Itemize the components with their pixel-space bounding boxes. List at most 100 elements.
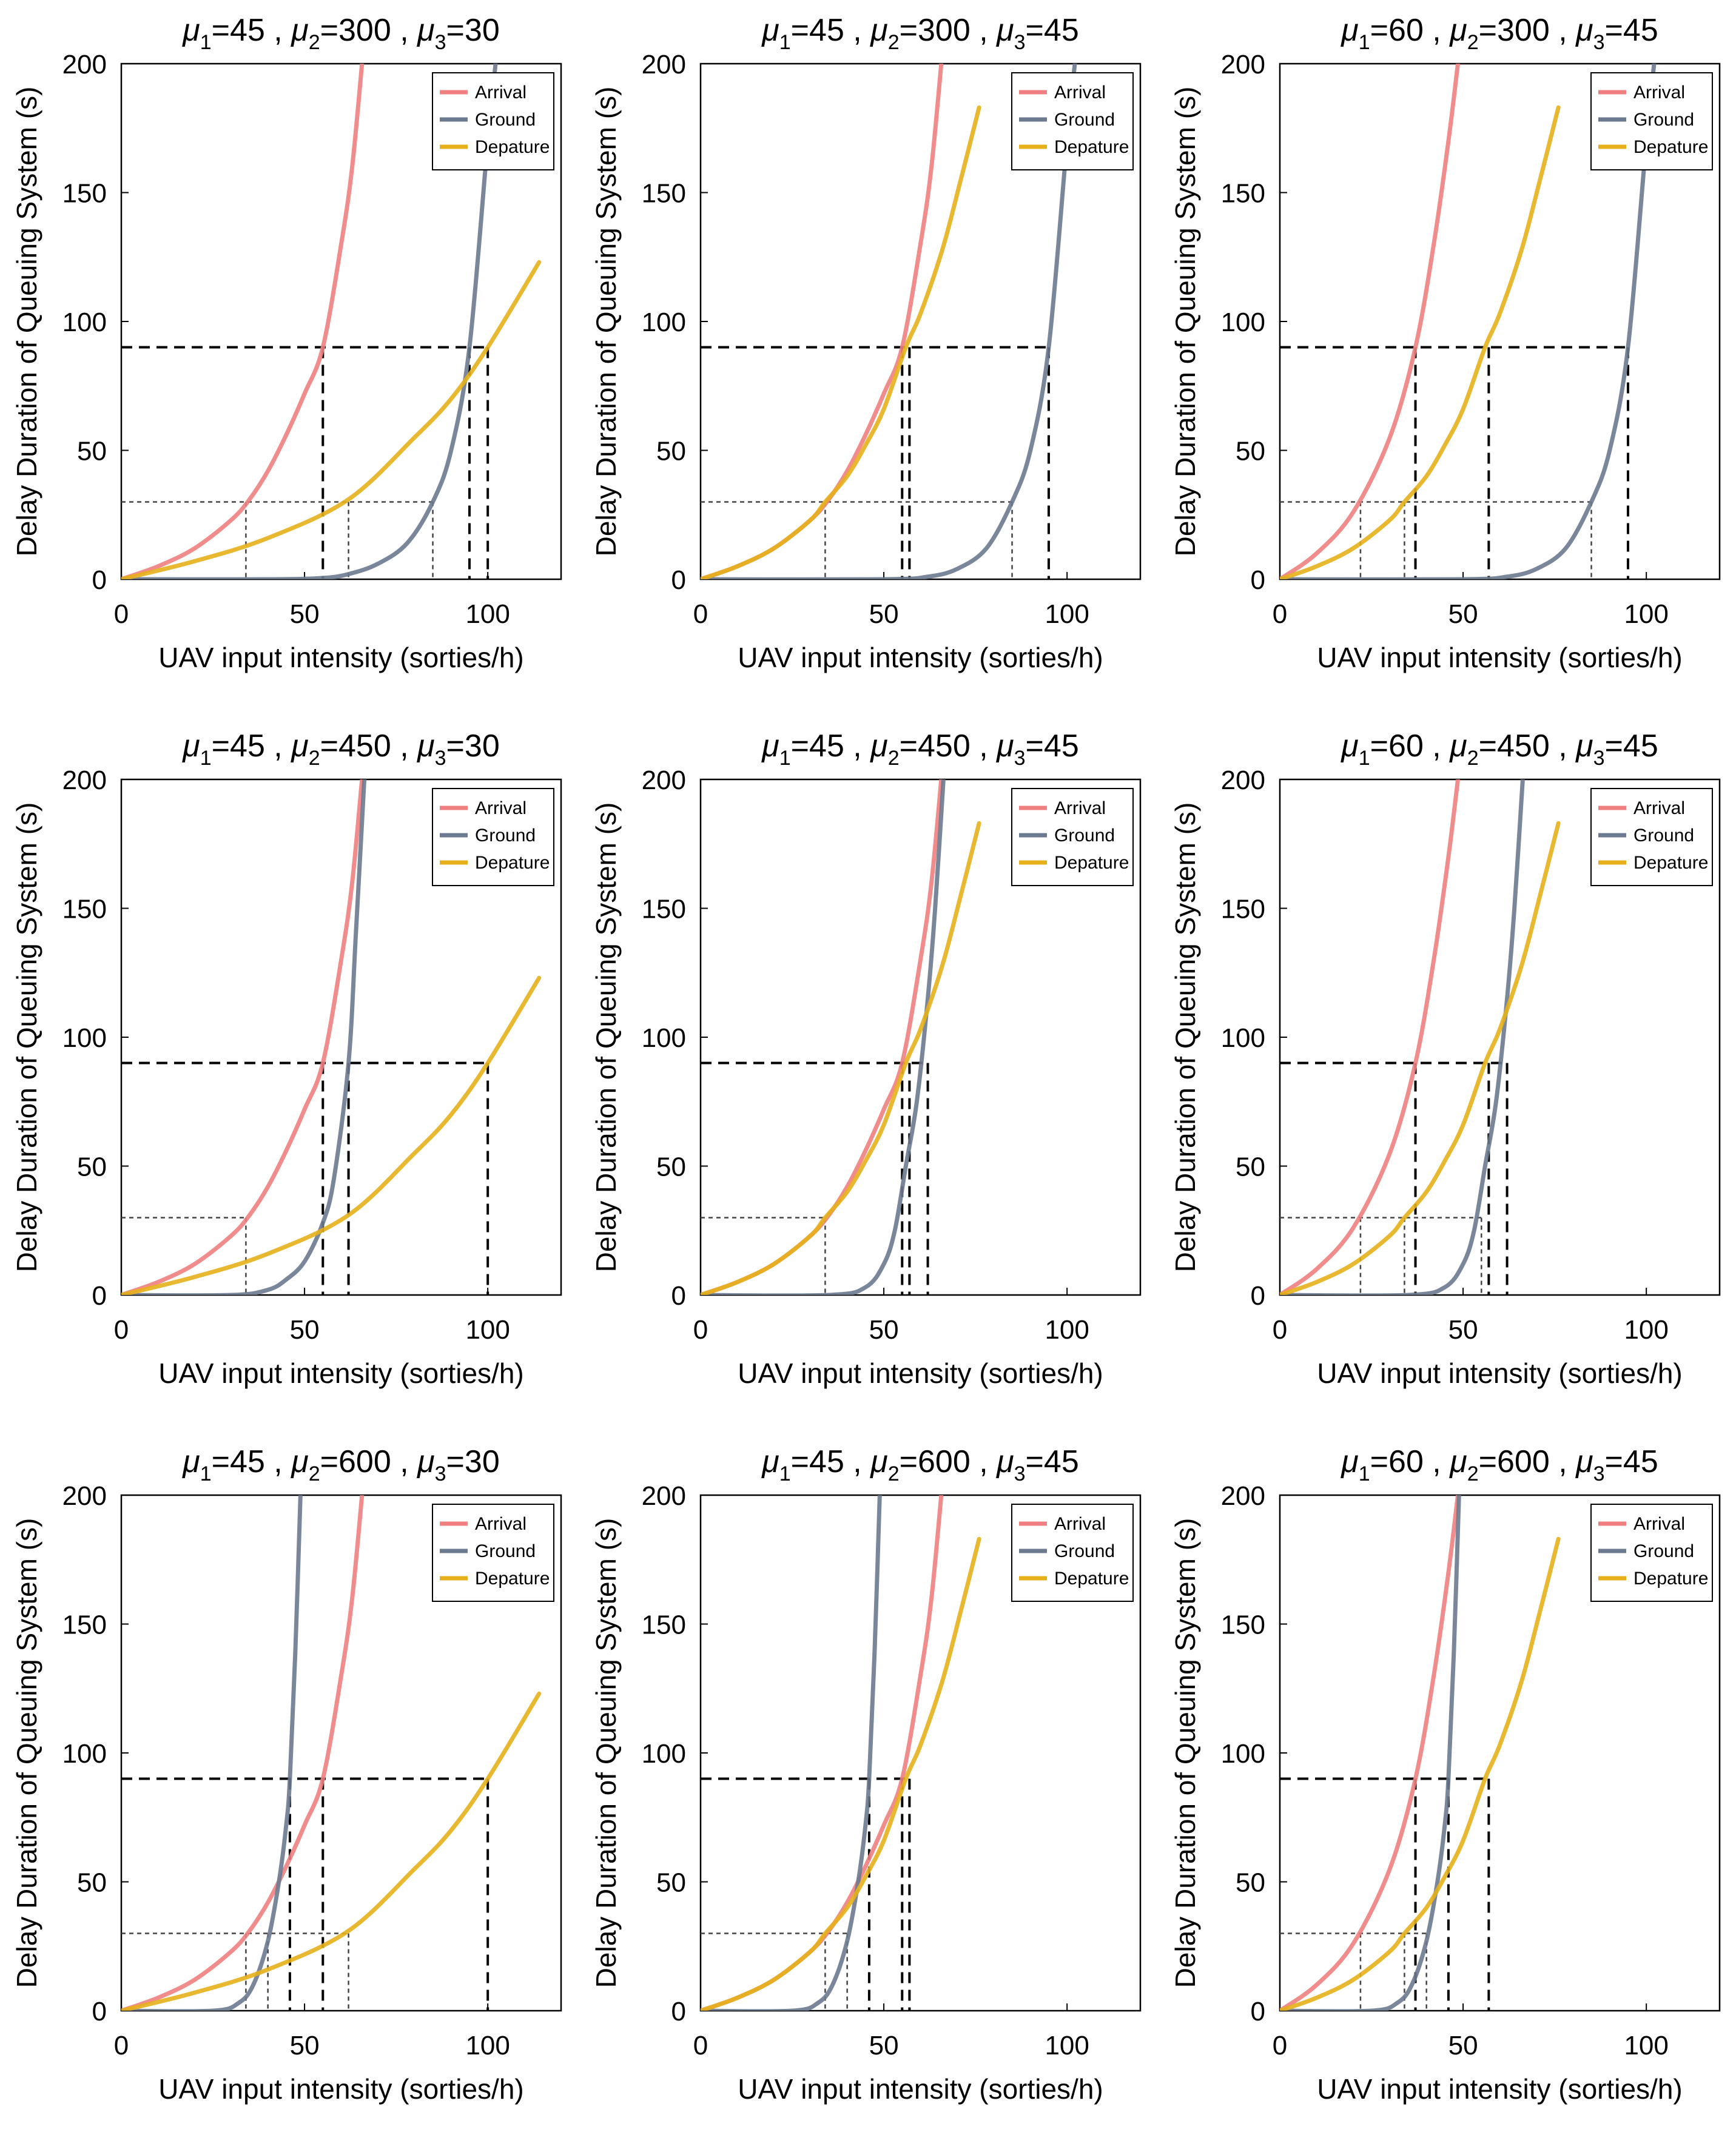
title-value: =60 , (1370, 13, 1450, 48)
y-tick-label: 0 (671, 1997, 686, 2026)
x-tick-label: 100 (1624, 599, 1668, 629)
legend: Arrival Ground Depature (1011, 788, 1134, 886)
title-subscript: 1 (200, 31, 212, 54)
y-tick-label: 0 (92, 1997, 107, 2026)
title-subscript: 3 (1593, 31, 1605, 54)
y-tick-label: 50 (656, 437, 686, 466)
title-subscript: 2 (309, 31, 320, 54)
title-mu-symbol: μ (416, 1444, 435, 1479)
curves (1280, 64, 1657, 579)
legend-label: Depature (475, 1569, 550, 1589)
series-ground-line (701, 1495, 882, 2011)
reference-lines (1280, 1061, 1509, 1295)
x-tick-label: 0 (693, 599, 708, 629)
y-tick-label: 100 (62, 308, 107, 337)
title-subscript: 1 (200, 747, 212, 770)
chart-title: μ1=60 , μ2=300 , μ3=45 (1340, 13, 1658, 54)
y-tick-label: 100 (1221, 1739, 1265, 1769)
chart-title: μ1=45 , μ2=600 , μ3=30 (181, 1444, 500, 1485)
title-mu-symbol: μ (1340, 728, 1359, 764)
title-value: =30 (446, 728, 500, 764)
y-tick-label: 200 (62, 765, 107, 795)
panel-6: μ1=60 , μ2=450 , μ3=450 50 100050100150200… (1169, 728, 1721, 1389)
x-axis-label: UAV input intensity (sorties/h) (158, 642, 524, 673)
x-tick-label: 100 (1624, 1315, 1668, 1345)
title-subscript: 3 (1014, 31, 1026, 54)
series-depature-line (121, 260, 542, 579)
legend-label: Depature (475, 137, 550, 157)
x-tick-label: 0 (693, 1315, 708, 1345)
title-value: =30 (446, 1444, 500, 1479)
x-tick-label: 0 (1273, 1315, 1287, 1345)
title-value: =45 , (791, 728, 871, 764)
legend-label: Depature (475, 853, 550, 873)
legend-label: Arrival (1054, 1514, 1106, 1534)
panel-5: μ1=45 , μ2=450 , μ3=450 50 100050100150200… (590, 728, 1142, 1389)
x-tick-label: 50 (869, 1315, 899, 1345)
title-subscript: 3 (435, 31, 446, 54)
title-subscript: 2 (1467, 1462, 1479, 1485)
title-subscript: 1 (779, 31, 791, 54)
panel-3: μ1=60 , μ2=300 , μ3=450 50 100050100150200… (1169, 13, 1721, 673)
legend: Arrival Ground Depature (1590, 788, 1713, 886)
panel-8: μ1=45 , μ2=600 , μ3=450 50 100050100150200… (590, 1444, 1142, 2105)
y-tick-label: 100 (1221, 1023, 1265, 1053)
legend: Arrival Ground Depature (432, 788, 554, 886)
title-mu-symbol: μ (1575, 1444, 1593, 1479)
title-subscript: 1 (1359, 747, 1370, 770)
title-mu-symbol: μ (181, 728, 200, 764)
x-tick-label: 0 (693, 2031, 708, 2060)
title-value: =300 , (900, 13, 997, 48)
reference-lines (1280, 346, 1629, 579)
legend-label: Ground (1054, 110, 1115, 130)
y-tick-label: 0 (1251, 1281, 1265, 1311)
y-tick-label: 100 (62, 1739, 107, 1769)
y-tick-label: 200 (1221, 1481, 1265, 1511)
series-ground-line (1280, 1495, 1461, 2011)
title-value: =450 , (1479, 728, 1576, 764)
legend-label: Depature (1633, 1569, 1708, 1589)
title-mu-symbol: μ (1448, 728, 1467, 764)
legend-label: Ground (1054, 1541, 1115, 1561)
x-axis-label: UAV input intensity (sorties/h) (738, 1357, 1103, 1389)
curves (121, 64, 542, 579)
y-tick-label: 200 (642, 765, 686, 795)
title-value: =45 , (791, 1444, 871, 1479)
y-tick-label: 0 (671, 565, 686, 595)
title-value: =60 , (1370, 1444, 1450, 1479)
chart-title: μ1=45 , μ2=450 , μ3=45 (761, 728, 1079, 770)
x-axis-label: UAV input intensity (sorties/h) (158, 2073, 524, 2105)
legend-label: Arrival (475, 798, 527, 818)
legend-label: Depature (1054, 853, 1129, 873)
title-value: =450 , (900, 728, 997, 764)
series-ground-line (121, 1495, 303, 2011)
chart-title: μ1=45 , μ2=600 , μ3=45 (761, 1444, 1079, 1485)
y-tick-label: 200 (1221, 765, 1265, 795)
y-tick-label: 0 (92, 565, 107, 595)
title-subscript: 2 (309, 1462, 320, 1485)
y-tick-label: 200 (62, 1481, 107, 1511)
curves (121, 1495, 542, 2011)
y-tick-label: 200 (642, 50, 686, 79)
series-arrival-line (1280, 779, 1461, 1295)
series-arrival-line (121, 1495, 365, 2011)
title-value: =45 , (212, 13, 292, 48)
y-axis-label: Delay Duration of Queuing System (s) (590, 1518, 622, 1988)
title-subscript: 2 (888, 747, 900, 770)
y-tick-label: 200 (62, 50, 107, 79)
x-tick-label: 50 (290, 599, 320, 629)
legend-label: Arrival (1054, 798, 1106, 818)
x-tick-label: 100 (465, 1315, 510, 1345)
legend: Arrival Ground Depature (432, 1504, 554, 1602)
x-axis-label: UAV input intensity (sorties/h) (1317, 1357, 1683, 1389)
series-depature-line (121, 975, 542, 1295)
title-subscript: 2 (1467, 31, 1479, 54)
legend-label: Arrival (1054, 82, 1106, 103)
y-tick-label: 50 (1236, 1152, 1265, 1182)
reference-lines (701, 346, 1050, 579)
series-arrival-line (1280, 1495, 1461, 2011)
title-mu-symbol: μ (1575, 13, 1593, 48)
panel-1: μ1=45 , μ2=300 , μ3=300 50 100050100150200… (11, 13, 562, 673)
y-tick-label: 150 (642, 1610, 686, 1640)
legend: Arrival Ground Depature (1590, 72, 1713, 170)
